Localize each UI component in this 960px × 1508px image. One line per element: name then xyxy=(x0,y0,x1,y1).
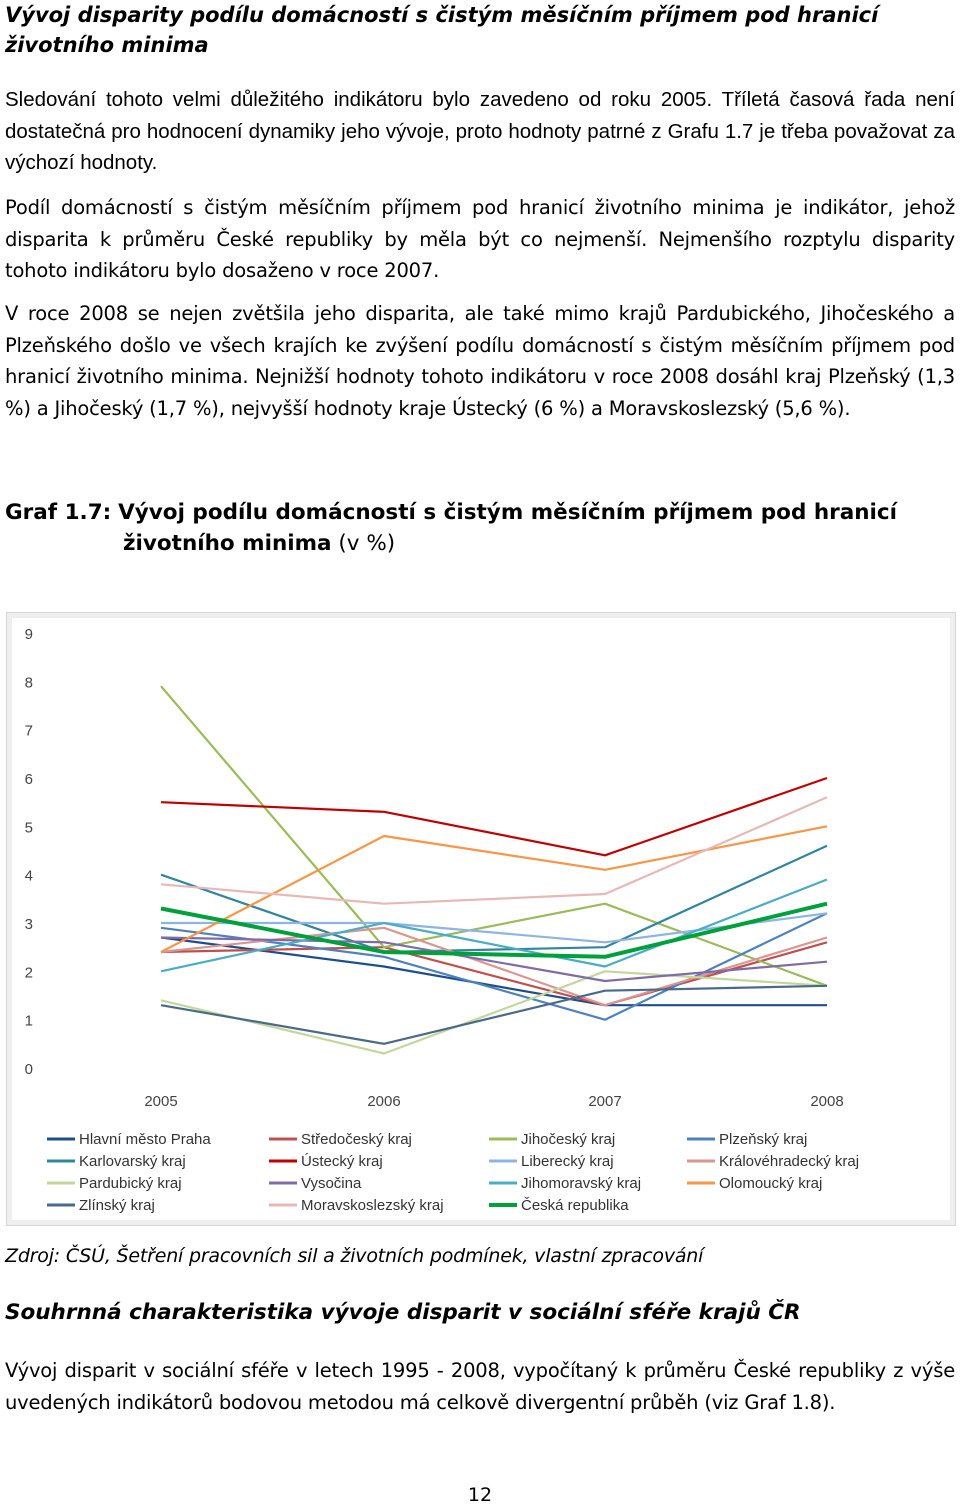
section-heading: Vývoj disparity podílu domácností s čist… xyxy=(5,0,945,60)
series-line xyxy=(160,776,828,857)
figure-title-unit: (v %) xyxy=(331,531,396,556)
paragraph-summary: Vývoj disparit v sociální sféře v letech… xyxy=(5,1359,955,1414)
series-line xyxy=(160,912,828,1021)
section-heading-line-2: životního minima xyxy=(5,33,209,57)
series-line xyxy=(160,941,828,1007)
series-line xyxy=(161,912,828,944)
series-line xyxy=(160,936,827,1007)
y-tick-label: 7 xyxy=(25,723,33,740)
legend-label: Česká republika xyxy=(521,1197,629,1214)
figure-title-part-2: životního minima xyxy=(123,531,332,556)
x-tick-label: 2006 xyxy=(367,1093,400,1110)
series-line xyxy=(160,984,828,1045)
series-line xyxy=(160,901,828,959)
chart-frame: 0 1 2 3 4 5 6 7 8 9 2005 2006 2007 2008 Hlavní město P… xyxy=(6,612,956,1226)
y-tick-label: 6 xyxy=(25,771,33,788)
legend-label: Karlovarský kraj xyxy=(79,1153,186,1170)
figure-caption: Graf 1.7: Vývoj podílu domácností s čist… xyxy=(5,497,955,559)
legend-label: Liberecký kraj xyxy=(521,1153,614,1170)
legend-label: Jihočeský kraj xyxy=(521,1131,615,1148)
legend-label: Královéhradecký kraj xyxy=(719,1153,859,1170)
y-tick-label: 9 xyxy=(25,626,33,643)
legend-label: Ústecký kraj xyxy=(301,1153,383,1170)
series-line xyxy=(160,970,828,1055)
y-tick-label: 1 xyxy=(25,1013,33,1030)
paragraph-intro: Sledování tohoto velmi důležitého indiká… xyxy=(5,88,955,174)
y-tick-label: 0 xyxy=(25,1061,33,1078)
line-chart: 0 1 2 3 4 5 6 7 8 9 2005 2006 2007 2008 Hlavní město P… xyxy=(25,626,859,1214)
section-heading-line-1: Vývoj disparity podílu domácností s čist… xyxy=(5,3,879,27)
source-note: Zdroj: ČSÚ, Šetření pracovních sil a živ… xyxy=(5,1245,704,1267)
legend-label: Plzeňský kraj xyxy=(719,1131,807,1148)
y-tick-label: 8 xyxy=(25,674,33,691)
series-line xyxy=(160,685,828,987)
summary-heading: Souhrnná charakteristika vývoje disparit… xyxy=(5,1300,801,1325)
figure-title-part-1: Vývoj podílu domácností s čistým měsíční… xyxy=(118,500,898,525)
series-line xyxy=(160,844,828,954)
y-tick-label: 4 xyxy=(25,868,33,885)
figure-label: Graf 1.7: xyxy=(5,500,112,525)
legend-label: Středočeský kraj xyxy=(301,1131,412,1148)
y-tick-label: 5 xyxy=(25,819,33,836)
legend-label: Pardubický kraj xyxy=(79,1175,182,1192)
x-tick-label: 2008 xyxy=(810,1093,843,1110)
series-line xyxy=(160,796,828,905)
series-line xyxy=(160,878,828,973)
page-number: 12 xyxy=(467,1484,493,1506)
y-tick-label: 3 xyxy=(25,916,33,933)
x-tick-label: 2007 xyxy=(588,1093,621,1110)
legend-label: Jihomoravský kraj xyxy=(521,1175,641,1192)
legend-label: Vysočina xyxy=(301,1175,362,1192)
paragraph-2008: V roce 2008 se nejen zvětšila jeho dispa… xyxy=(5,302,955,420)
legend-label: Moravskoslezský kraj xyxy=(301,1197,444,1214)
legend-label: Zlínský kraj xyxy=(79,1197,155,1214)
paragraph-indicator: Podíl domácností s čistým měsíčním příjm… xyxy=(5,196,955,282)
series-line xyxy=(160,936,828,983)
legend-label: Olomoucký kraj xyxy=(719,1175,822,1192)
legend-label: Hlavní město Praha xyxy=(79,1131,211,1148)
y-tick-label: 2 xyxy=(25,964,33,981)
x-tick-label: 2005 xyxy=(144,1093,177,1110)
